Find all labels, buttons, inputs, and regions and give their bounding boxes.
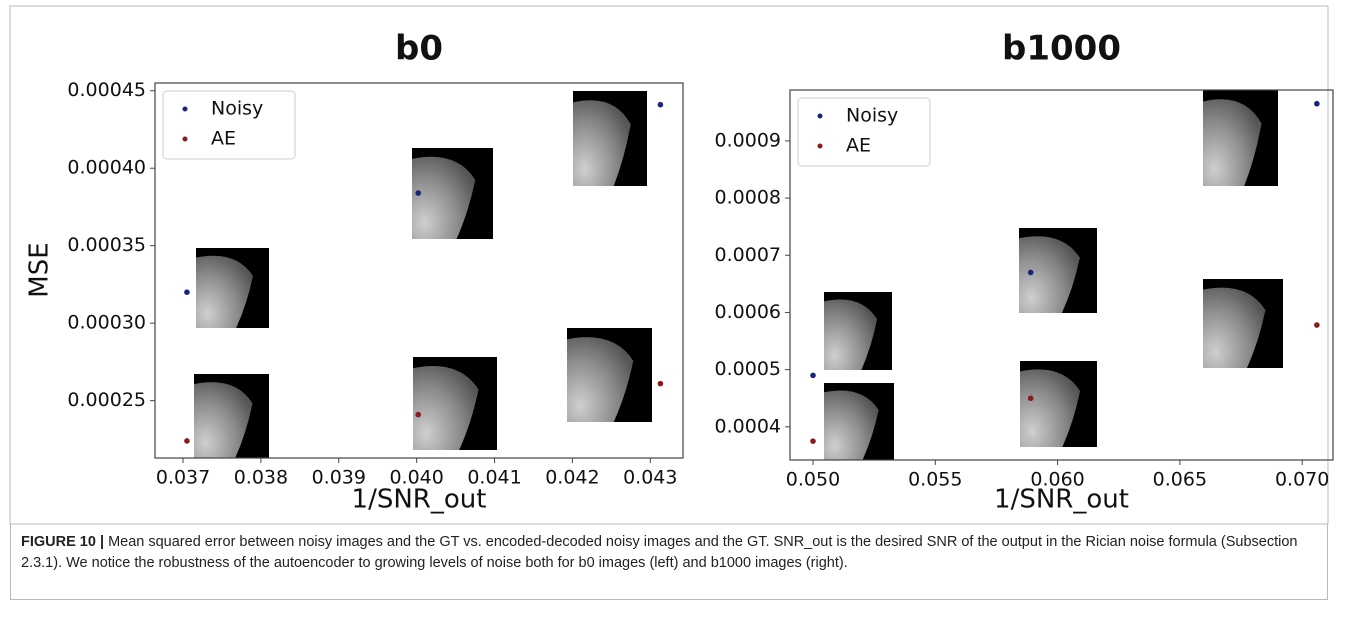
point <box>415 412 421 418</box>
chart-title: b1000 <box>1002 29 1121 69</box>
x-tick-label: 0.040 <box>389 467 443 489</box>
legend-marker <box>818 114 823 119</box>
caption-text: Mean squared error between noisy images … <box>21 534 1297 571</box>
caption-label: FIGURE 10 | <box>21 534 104 550</box>
y-tick-label: 0.00045 <box>67 79 146 101</box>
point <box>658 381 664 387</box>
y-tick-label: 0.0004 <box>715 415 781 437</box>
point <box>1314 101 1320 107</box>
point <box>184 289 190 295</box>
x-tick-label: 0.050 <box>786 469 840 491</box>
point <box>1028 270 1034 276</box>
caption: FIGURE 10 | Mean squared error between n… <box>10 524 1328 600</box>
y-tick-label: 0.0009 <box>715 129 781 151</box>
point <box>1028 395 1034 401</box>
legend-marker <box>183 137 188 142</box>
y-tick-label: 0.0008 <box>715 187 781 209</box>
legend-label: AE <box>846 135 871 157</box>
x-tick-label: 0.042 <box>545 467 599 489</box>
legend-marker <box>818 144 823 149</box>
figure: b0 1/SNR_out MSE 0.037 0.038 0.039 0.040 0.041 0… <box>0 0 1352 618</box>
point <box>184 438 190 444</box>
point <box>415 190 421 196</box>
x-tick-label: 0.041 <box>467 467 521 489</box>
legend-label: AE <box>211 128 236 150</box>
point <box>810 373 816 379</box>
x-tick-label: 0.055 <box>908 469 962 491</box>
y-tick-label: 0.0006 <box>715 301 781 323</box>
y-tick-label: 0.00030 <box>67 312 146 334</box>
y-axis-label: MSE <box>25 242 55 297</box>
point <box>1314 322 1320 328</box>
y-tick-label: 0.00040 <box>67 157 146 179</box>
y-tick-label: 0.0007 <box>715 244 781 266</box>
x-axis-label: 1/SNR_out <box>352 485 487 515</box>
y-tick-label: 0.00035 <box>67 234 146 256</box>
x-tick-label: 0.070 <box>1275 469 1329 491</box>
legend-marker <box>183 107 188 112</box>
x-tick-label: 0.043 <box>623 467 677 489</box>
x-tick-label: 0.038 <box>234 467 288 489</box>
legend-label: Noisy <box>846 105 898 127</box>
chart-title: b0 <box>395 29 443 69</box>
y-tick-label: 0.0005 <box>715 358 781 380</box>
x-tick-label: 0.060 <box>1030 469 1084 491</box>
y-tick-label: 0.00025 <box>67 389 146 411</box>
point <box>810 438 816 444</box>
x-tick-label: 0.039 <box>312 467 366 489</box>
legend-label: Noisy <box>211 98 263 120</box>
x-tick-label: 0.037 <box>156 467 210 489</box>
x-tick-label: 0.065 <box>1153 469 1207 491</box>
point <box>658 102 664 108</box>
